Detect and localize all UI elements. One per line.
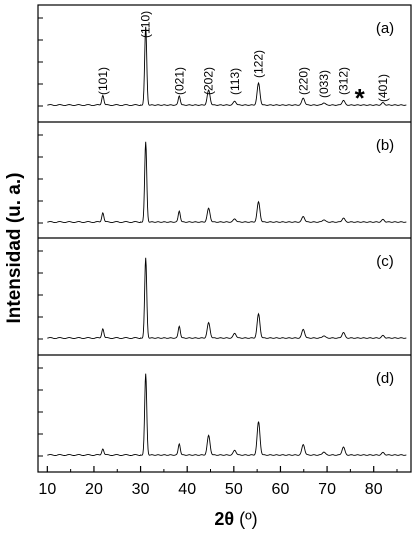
panel-label: (c) (376, 253, 394, 270)
peak-label: (202) (202, 67, 216, 95)
peak-label: (220) (296, 67, 310, 95)
panels-layer: (a) (b) (c) (d) (101) (110) (021) (202) (113) (12… (37, 4, 412, 473)
panel-b: (b) (38, 134, 407, 224)
peak-label: (113) (228, 68, 242, 95)
x-tick-label: 70 (318, 481, 336, 498)
peak-label: (101) (96, 67, 110, 95)
xrd-pattern-line (47, 257, 407, 339)
x-tick-label: 80 (365, 481, 383, 498)
x-axis-unit: (º) (234, 509, 258, 529)
panel-label: (b) (376, 137, 394, 154)
y-axis-title: Intensidad (u. a.) (4, 173, 25, 324)
xrd-pattern-line (47, 373, 407, 456)
x-axis: 10 20 30 40 50 60 70 80 (38, 466, 398, 498)
x-axis-symbol: 2θ (214, 509, 234, 529)
peak-label: (110) (139, 11, 153, 38)
peak-label: (122) (252, 50, 266, 78)
xrd-pattern-line (47, 141, 407, 223)
impurity-star-marker: * (355, 83, 366, 113)
panel-label: (a) (376, 20, 394, 37)
peak-label: (033) (317, 70, 331, 98)
peak-label: (021) (172, 67, 186, 95)
panel-label: (d) (376, 370, 394, 387)
x-tick-label: 30 (132, 481, 150, 498)
x-tick-label: 20 (85, 481, 103, 498)
xrd-pattern-line (47, 26, 407, 106)
panel-c: (c) (38, 250, 407, 340)
x-tick-label: 40 (178, 481, 196, 498)
panel-d: (d) (38, 367, 407, 457)
peak-label: (401) (376, 74, 390, 102)
x-tick-label: 50 (225, 481, 243, 498)
x-tick-label: 10 (38, 481, 56, 498)
panel-a: (a) (38, 17, 407, 107)
peak-label: (312) (336, 67, 350, 95)
x-axis-title: 2θ (º) (214, 509, 257, 529)
x-tick-label: 60 (272, 481, 290, 498)
